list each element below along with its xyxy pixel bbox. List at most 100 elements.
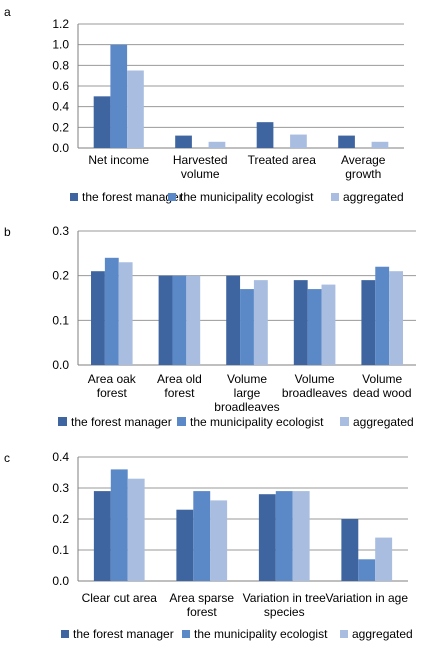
bar xyxy=(256,122,274,148)
bar xyxy=(110,44,128,148)
legend-label: aggregated xyxy=(352,627,413,641)
y-tick-label: 0.3 xyxy=(52,224,69,238)
x-tick-label: Average xyxy=(341,153,386,167)
legend-swatch xyxy=(177,417,186,426)
legend-swatch xyxy=(331,193,339,201)
legend-label: the municipality ecologist xyxy=(180,190,314,204)
bar xyxy=(175,135,192,148)
bar xyxy=(321,284,336,365)
bar xyxy=(375,266,390,365)
legend-swatch xyxy=(340,417,349,426)
panel-label: a xyxy=(4,5,11,19)
x-tick-label: forest xyxy=(164,386,195,400)
bar xyxy=(307,289,322,365)
bar xyxy=(292,491,310,581)
bar xyxy=(358,559,376,581)
bar xyxy=(127,478,145,581)
legend-label: the municipality ecologist xyxy=(194,627,328,641)
y-tick-label: 0.4 xyxy=(52,450,69,464)
panel-label: b xyxy=(4,225,11,239)
x-tick-label: Clear cut area xyxy=(82,591,158,605)
x-tick-label: Treated area xyxy=(248,153,317,167)
bar xyxy=(361,280,376,365)
x-tick-label: Volume xyxy=(227,372,267,386)
panel-label: c xyxy=(4,451,10,465)
legend-label: aggregated xyxy=(343,190,404,204)
x-tick-label: Area oak xyxy=(88,372,137,386)
x-tick-label: Area sparse xyxy=(169,591,234,605)
legend-label: the municipality ecologist xyxy=(190,415,324,429)
chart-panel-a: a 0.0 0.2 0.4 0.6 0.8 1.0 1.2 Net income Harveste… xyxy=(4,5,404,204)
legend-swatch xyxy=(182,630,190,638)
chart-panel-c: c 0.0 0.1 0.2 0.3 0.4 Clear cut area Area spars… xyxy=(4,450,413,641)
bar xyxy=(93,491,111,581)
bar xyxy=(118,262,133,365)
x-tick-label: Volume xyxy=(362,372,402,386)
x-tick-label: broadleaves xyxy=(282,386,347,400)
y-tick-label: 0.6 xyxy=(52,79,69,93)
bar xyxy=(210,500,228,581)
bar xyxy=(293,280,308,365)
legend-label: aggregated xyxy=(353,415,414,429)
x-tick-label: large xyxy=(234,386,261,400)
x-tick-label: species xyxy=(264,605,305,619)
x-tick-label: dead wood xyxy=(353,386,412,400)
y-tick-label: 1.2 xyxy=(52,17,69,31)
bar xyxy=(208,141,226,148)
y-tick-label: 0.2 xyxy=(52,512,69,526)
y-tick-label: 0.0 xyxy=(52,141,69,155)
y-tick-label: 0.3 xyxy=(52,481,69,495)
legend-label: the forest manager xyxy=(73,627,174,641)
x-tick-label: Area old xyxy=(157,372,202,386)
x-tick-label: Harvested xyxy=(173,153,228,167)
legend-swatch xyxy=(70,193,78,201)
legend-swatch xyxy=(340,630,348,638)
bar xyxy=(226,275,241,365)
bar xyxy=(193,491,211,581)
bar xyxy=(91,271,105,365)
x-tick-label: Variation in tree xyxy=(243,591,326,605)
bar xyxy=(341,519,359,581)
legend-label: the forest manager xyxy=(71,415,172,429)
x-tick-label: forest xyxy=(97,386,128,400)
y-tick-label: 0.0 xyxy=(52,358,69,372)
bar xyxy=(127,70,144,148)
bar xyxy=(290,134,307,148)
y-tick-label: 0.1 xyxy=(52,313,69,327)
bar xyxy=(176,509,194,581)
legend-swatch xyxy=(61,630,69,638)
x-tick-label: Variation in age xyxy=(326,591,409,605)
legend-swatch xyxy=(168,193,176,201)
y-tick-label: 0.8 xyxy=(52,58,69,72)
legend-swatch xyxy=(58,417,67,426)
x-tick-label: broadleaves xyxy=(214,400,279,414)
y-tick-label: 0.4 xyxy=(52,100,69,114)
bar xyxy=(258,494,276,581)
y-tick-label: 0.1 xyxy=(52,543,69,557)
bar xyxy=(93,96,111,148)
bar xyxy=(338,135,355,148)
bar xyxy=(275,491,293,581)
bar xyxy=(253,280,268,365)
bar xyxy=(158,275,173,365)
x-tick-label: Net income xyxy=(88,153,149,167)
bar xyxy=(375,537,393,581)
y-tick-label: 0.0 xyxy=(52,574,69,588)
bar xyxy=(240,289,254,365)
x-tick-label: growth xyxy=(345,167,381,181)
bar xyxy=(186,275,201,365)
y-tick-label: 1.0 xyxy=(52,38,69,52)
bar xyxy=(371,141,389,148)
y-tick-label: 0.2 xyxy=(52,120,69,134)
bar xyxy=(172,275,187,365)
bar xyxy=(389,271,403,365)
legend-label: the forest manager xyxy=(82,190,183,204)
x-tick-label: forest xyxy=(187,605,218,619)
bar xyxy=(110,469,128,581)
bar xyxy=(104,257,119,365)
x-tick-label: volume xyxy=(181,167,220,181)
y-tick-label: 0.2 xyxy=(52,269,69,283)
x-tick-label: Volume xyxy=(295,372,335,386)
